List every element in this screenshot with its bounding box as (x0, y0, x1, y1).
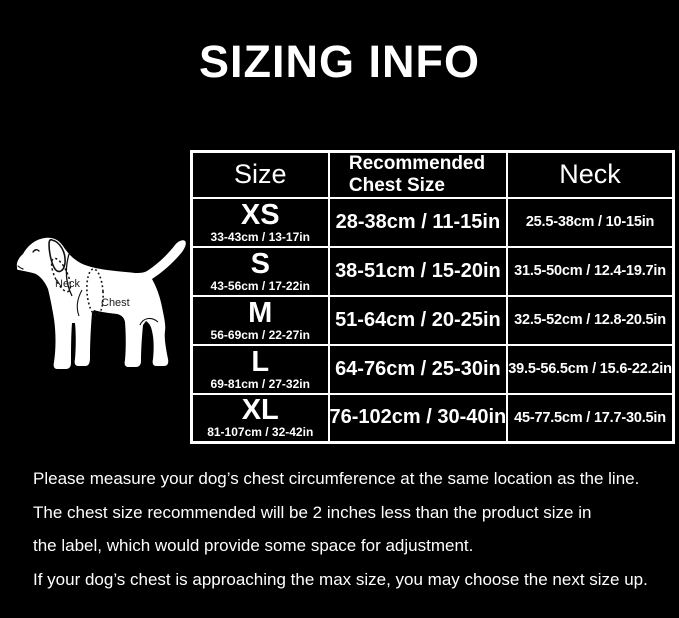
size-cell: XL 81-107cm / 32-42in (190, 392, 330, 444)
dog-nose (17, 265, 24, 270)
thigh-contour-line (139, 317, 159, 326)
size-label: M (248, 296, 273, 329)
size-label: S (250, 247, 270, 280)
table-row-l: L 69-81cm / 27-32in 64-76cm / 25-30in 39… (190, 343, 675, 395)
neck-range: 32.5-52cm / 12.8-20.5in (506, 294, 675, 346)
page-title: SIZING INFO (199, 36, 480, 87)
col-header-size: Size (190, 150, 330, 199)
size-cell: M 56-69cm / 22-27in (190, 294, 330, 346)
foreleg-contour-line (76, 289, 83, 317)
dog-eye-icon (32, 249, 40, 253)
size-cell: XS 33-43cm / 13-17in (190, 196, 330, 248)
measurement-notes: Please measure your dog’s chest circumfe… (33, 462, 663, 596)
neck-diagram-label: Neck (55, 278, 81, 290)
chest-range: 38-51cm / 15-20in (327, 245, 509, 297)
chest-diagram-label: Chest (101, 297, 130, 309)
chest-measure-line (86, 268, 104, 316)
size-cell: L 69-81cm / 27-32in (190, 343, 330, 395)
size-range: 33-43cm / 13-17in (210, 229, 310, 244)
sizing-table: Size Recommended Chest Size Neck XS 33-4… (190, 150, 675, 445)
table-row-xl: XL 81-107cm / 32-42in 76-102cm / 30-40in… (190, 392, 675, 444)
size-range: 56-69cm / 22-27in (210, 327, 310, 342)
note-line-3: the label, which would provide some spac… (33, 536, 474, 555)
chest-range: 76-102cm / 30-40in (327, 392, 509, 444)
note-line-1: Please measure your dog’s chest circumfe… (33, 469, 640, 488)
size-range: 81-107cm / 32-42in (207, 425, 314, 440)
table-row-xs: XS 33-43cm / 13-17in 28-38cm / 11-15in 2… (190, 196, 675, 248)
table-row-m: M 56-69cm / 22-27in 51-64cm / 20-25in 32… (190, 294, 675, 346)
note-line-4: If your dog’s chest is approaching the m… (33, 569, 648, 589)
dog-ear (48, 238, 66, 273)
chest-range: 64-76cm / 25-30in (327, 343, 509, 395)
col-header-chest: Recommended Chest Size (327, 150, 509, 199)
size-range: 69-81cm / 27-32in (210, 376, 310, 391)
size-range: 43-56cm / 17-22in (210, 278, 310, 293)
size-label: XL (241, 394, 279, 427)
neck-range: 45-77.5cm / 17.7-30.5in (506, 392, 675, 444)
shoulder-contour-line (65, 253, 73, 297)
neck-range: 31.5-50cm / 12.4-19.7in (506, 245, 675, 297)
neck-range: 39.5-56.5cm / 15.6-22.2in (506, 343, 675, 395)
size-label: L (251, 345, 270, 378)
size-cell: S 43-56cm / 17-22in (190, 245, 330, 297)
table-row-s: S 43-56cm / 17-22in 38-51cm / 15-20in 31… (190, 245, 675, 297)
neck-range: 25.5-38cm / 10-15in (506, 196, 675, 248)
note-line-2: The chest size recommended will be 2 inc… (33, 502, 592, 522)
table-header-row: Size Recommended Chest Size Neck (190, 150, 675, 199)
col-header-chest-label: Recommended Chest Size (348, 153, 486, 196)
dog-measurement-diagram: Neck Chest (16, 237, 186, 369)
chest-range: 28-38cm / 11-15in (327, 196, 509, 248)
chest-range: 51-64cm / 20-25in (327, 294, 509, 346)
size-label: XS (240, 198, 280, 231)
col-header-neck: Neck (506, 150, 675, 199)
